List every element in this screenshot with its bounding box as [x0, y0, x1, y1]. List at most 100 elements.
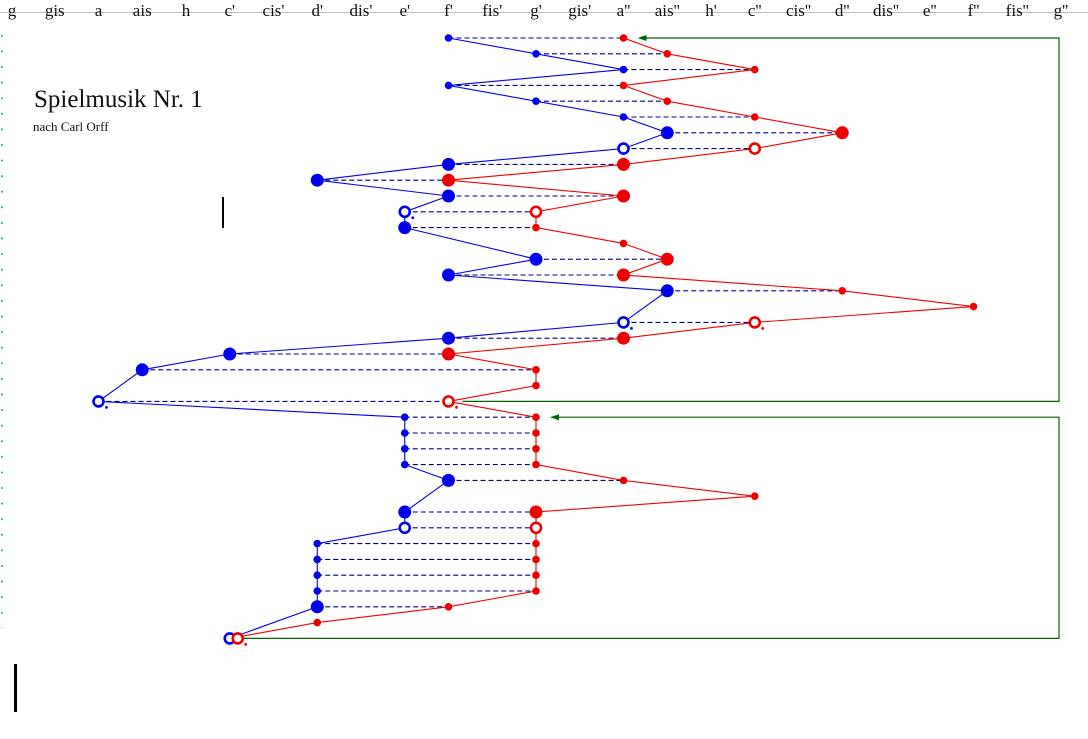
pitch-label: e''	[922, 1, 937, 20]
pitch-label: f'	[444, 1, 453, 20]
voice2-note	[619, 239, 628, 248]
voice1-note	[310, 173, 324, 187]
voice2-note	[532, 571, 540, 579]
pitch-header-line	[0, 12, 1088, 13]
voice1-line	[96, 37, 669, 639]
augmentation-dot	[244, 643, 248, 646]
voice2-note	[969, 302, 978, 311]
voice2-note	[532, 413, 540, 422]
voice2-note	[529, 205, 543, 219]
pitch-label: cis'	[262, 1, 285, 20]
voice2-note	[750, 65, 759, 74]
voice1-note	[310, 600, 324, 614]
pitch-label: h'	[705, 1, 717, 20]
voice2-note	[835, 126, 849, 140]
voice1-note	[660, 284, 674, 298]
voice2-note	[748, 316, 762, 329]
voice2-note	[617, 331, 630, 345]
pitch-label: dis'	[349, 1, 373, 20]
augmentation-dot	[761, 327, 765, 330]
voice2-note	[619, 34, 628, 42]
pitch-label: d''	[834, 1, 850, 20]
voice1-note	[313, 587, 322, 595]
voice2-note	[532, 539, 540, 548]
voice2-note	[750, 113, 759, 121]
voice1-note	[442, 331, 455, 345]
voice2-note	[231, 632, 245, 645]
pitch-label: ais''	[654, 1, 680, 20]
voice2-note	[529, 505, 543, 519]
voice2-note	[619, 476, 628, 485]
voice1-note	[313, 555, 322, 564]
margin-guide	[0, 28, 4, 628]
pitch-label: f''	[967, 1, 980, 20]
pitch-label: dis''	[873, 1, 899, 20]
voice2-note	[663, 50, 672, 58]
voice2-note	[748, 142, 762, 155]
voice1-note	[400, 413, 409, 422]
voice1-note	[617, 142, 630, 155]
voice1-note	[398, 505, 412, 519]
augmentation-dot	[455, 406, 458, 409]
voice2-note	[619, 81, 628, 90]
voice1-note	[442, 189, 455, 203]
voice2-note	[532, 460, 540, 469]
voice2-note	[444, 603, 453, 611]
voice1-note	[92, 395, 105, 408]
pitch-label: ais	[132, 1, 152, 20]
voice1-note	[400, 460, 409, 469]
voice1-note	[442, 473, 455, 487]
voice1-note	[619, 113, 628, 121]
voice2-note	[838, 287, 847, 295]
voice2-note	[529, 521, 543, 535]
voice2-note	[617, 189, 630, 203]
voice2-note	[532, 445, 540, 453]
pitch-label: g'	[530, 1, 542, 20]
pitch-label: h	[181, 1, 191, 20]
voice1-note	[660, 126, 674, 140]
voice1-note	[617, 316, 630, 329]
voice2-note	[442, 395, 455, 408]
voice2-note	[663, 97, 672, 105]
pitch-label: fis'	[482, 1, 503, 20]
repeat-bracket	[462, 37, 1060, 402]
voice2-note	[532, 381, 540, 390]
repeat-arrow-icon	[637, 35, 647, 41]
pitch-label: gis'	[568, 1, 592, 20]
augmentation-dot	[411, 216, 415, 220]
voice1-note	[442, 268, 455, 282]
page-end-marker	[14, 664, 17, 712]
voice1-note	[619, 65, 628, 74]
voice1-note	[313, 539, 322, 548]
voice1-note	[400, 445, 409, 453]
voice1-note	[398, 221, 412, 235]
voice1-note	[223, 347, 237, 361]
score-title: Spielmusik Nr. 1	[34, 86, 203, 113]
augmentation-dot	[105, 406, 108, 409]
voice1-note	[442, 157, 455, 171]
voice2-note	[532, 555, 540, 564]
voice1-note	[529, 252, 543, 266]
voice1-note	[313, 571, 322, 579]
augmentation-dot	[630, 327, 633, 330]
voice2-note	[313, 618, 322, 627]
voice1-note	[532, 97, 540, 105]
pitch-label: d'	[311, 1, 324, 20]
voice2-note	[617, 268, 630, 282]
voice2-note	[617, 157, 630, 171]
voice2-note	[442, 347, 455, 361]
pitch-label: gis	[44, 1, 65, 20]
voice2-note	[750, 492, 759, 501]
voice2-note	[660, 252, 674, 266]
pitch-label: fis''	[1005, 1, 1029, 20]
voice1-note	[398, 521, 412, 535]
pitch-label: g	[7, 1, 17, 20]
score-subtitle: nach Carl Orff	[33, 119, 109, 134]
voice2-note	[532, 366, 540, 374]
voice1-note	[532, 50, 540, 58]
voice1-note	[400, 429, 409, 437]
text-cursor	[222, 197, 224, 228]
pitch-label: e'	[399, 1, 411, 20]
